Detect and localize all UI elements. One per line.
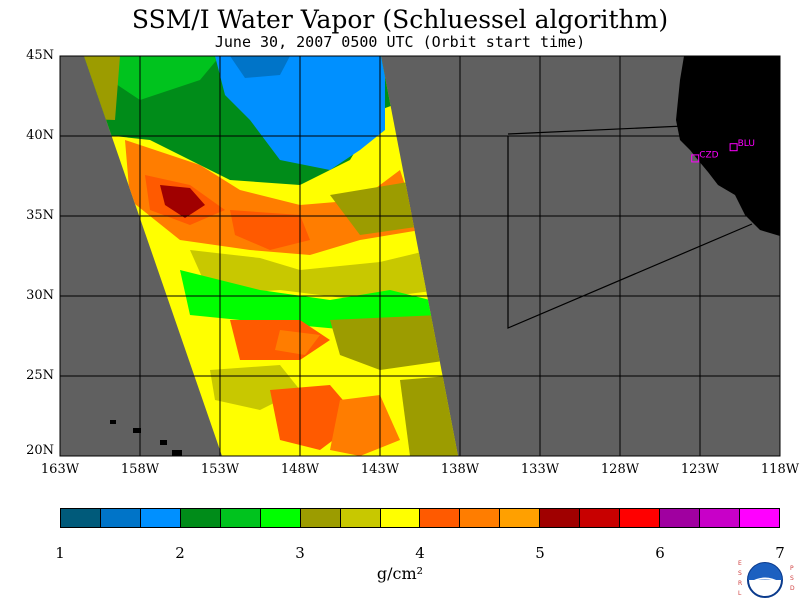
map-frame [59,55,781,457]
logo-psd-d: D [790,585,795,592]
colorbar [60,508,780,528]
colorbar-segment [180,509,221,527]
land-mass [676,56,780,236]
colorbar-tick-7: 7 [775,544,785,562]
logo-psd-p: P [790,565,794,572]
x-tick-128w: 128W [600,462,640,477]
chart-title: SSM/I Water Vapor (Schluessel algorithm) [131,5,669,34]
colorbar-tick-4: 4 [415,544,425,562]
logo-esrl-l: L [738,590,742,597]
hawaii-islands [110,420,182,456]
x-tick-138w: 138W [440,462,480,477]
colorbar-segment [61,509,101,527]
colorbar-segment [260,509,301,527]
study-region-outline [507,136,753,329]
x-tick-153w: 153W [200,462,240,477]
colorbar-segment [540,509,581,527]
colorbar-segment [420,509,461,527]
logo-esrl-e: E [738,560,742,567]
colorbar-segment [300,509,341,527]
logo-psd-s: S [790,575,794,582]
station-blu-label: BLU [738,139,755,149]
logo-esrl-s: S [738,570,742,577]
colorbar-tick-2: 2 [175,544,185,562]
colorbar-segment [739,509,779,527]
x-tick-163w: 163W [40,462,80,477]
x-tick-118w: 118W [760,462,800,477]
station-blu-marker [729,143,738,152]
station-czd-label: CZD [699,150,718,160]
y-tick-40n: 40N [26,128,54,143]
colorbar-tick-5: 5 [535,544,545,562]
colorbar-segment [700,509,740,527]
y-tick-45n: 45N [26,48,54,63]
station-czd-marker [691,154,700,163]
colorbar-segment [460,509,501,527]
colorbar-segment [620,509,661,527]
colorbar-tick-3: 3 [295,544,305,562]
logo-esrl-r: R [738,580,742,587]
logo-sky [748,563,782,580]
chart-subtitle: June 30, 2007 0500 UTC (Orbit start time… [214,33,586,51]
y-tick-30n: 30N [26,288,54,303]
y-tick-20n: 20N [26,443,54,458]
x-tick-143w: 143W [360,462,400,477]
colorbar-segment [100,509,141,527]
x-tick-123w: 123W [680,462,720,477]
colorbar-segment [140,509,181,527]
noaa-esrl-logo: E S R L P S D [738,560,795,598]
x-tick-148w: 148W [280,462,320,477]
colorbar-segment [380,509,421,527]
y-tick-35n: 35N [26,208,54,223]
colorbar-segment [220,509,261,527]
colorbar-tick-6: 6 [655,544,665,562]
graticule [60,56,780,456]
colorbar-segment [500,509,541,527]
x-tick-133w: 133W [520,462,560,477]
colorbar-segment [660,509,700,527]
study-region-top [507,125,685,135]
logo-bird [750,577,780,582]
colorbar-segment [340,509,381,527]
colorbar-segment [580,509,621,527]
x-tick-158w: 158W [120,462,160,477]
station-markers: CZD BLU [691,139,755,163]
colorbar-tick-1: 1 [55,544,65,562]
colorbar-units: g/cm² [376,564,424,583]
y-tick-25n: 25N [26,368,54,383]
